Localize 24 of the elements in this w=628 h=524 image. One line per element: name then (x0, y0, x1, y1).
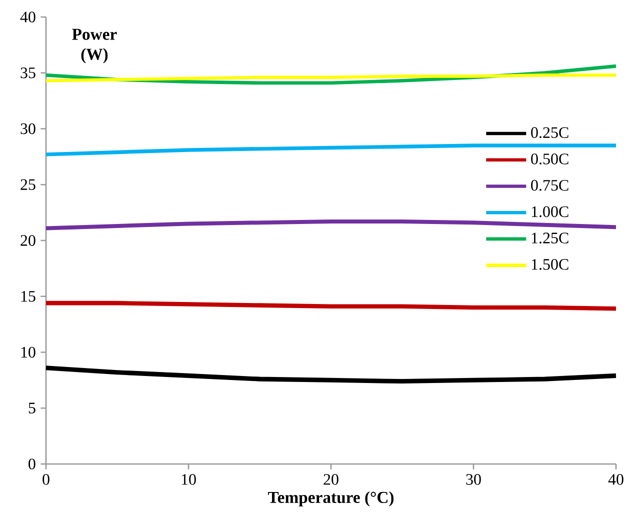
legend-label: 1.25C (532, 232, 568, 244)
y-axis-title: Power (W) (72, 28, 117, 64)
legend-label: 0.25C (531, 127, 568, 138)
x-tick-label: 10 (182, 474, 196, 485)
x-tick-label: 0 (42, 474, 50, 485)
y-tick-label: 25 (20, 179, 36, 190)
legend-label: 0.75C (531, 180, 568, 191)
x-axis-title: Temperature (°C) (268, 491, 394, 506)
line-series (44, 219, 618, 230)
legend-label: 0.50C (531, 154, 568, 164)
y-tick-label: 15 (21, 291, 36, 302)
y-tick-label: 10 (21, 346, 36, 358)
legend-label: 1.50C (532, 259, 568, 270)
legend-label: 1.00C (532, 206, 568, 218)
y-tick-label: 20 (20, 235, 36, 246)
y-tick-label: 40 (20, 12, 36, 22)
x-tick-label: 40 (608, 474, 624, 485)
y-tick-label: 0 (28, 458, 36, 470)
y-tick-label: 30 (20, 123, 36, 134)
line-series (44, 366, 618, 384)
y-tick-label: 5 (28, 402, 36, 414)
y-tick-label: 35 (20, 67, 36, 78)
x-tick-label: 30 (466, 474, 481, 485)
x-tick-label: 20 (324, 474, 338, 485)
